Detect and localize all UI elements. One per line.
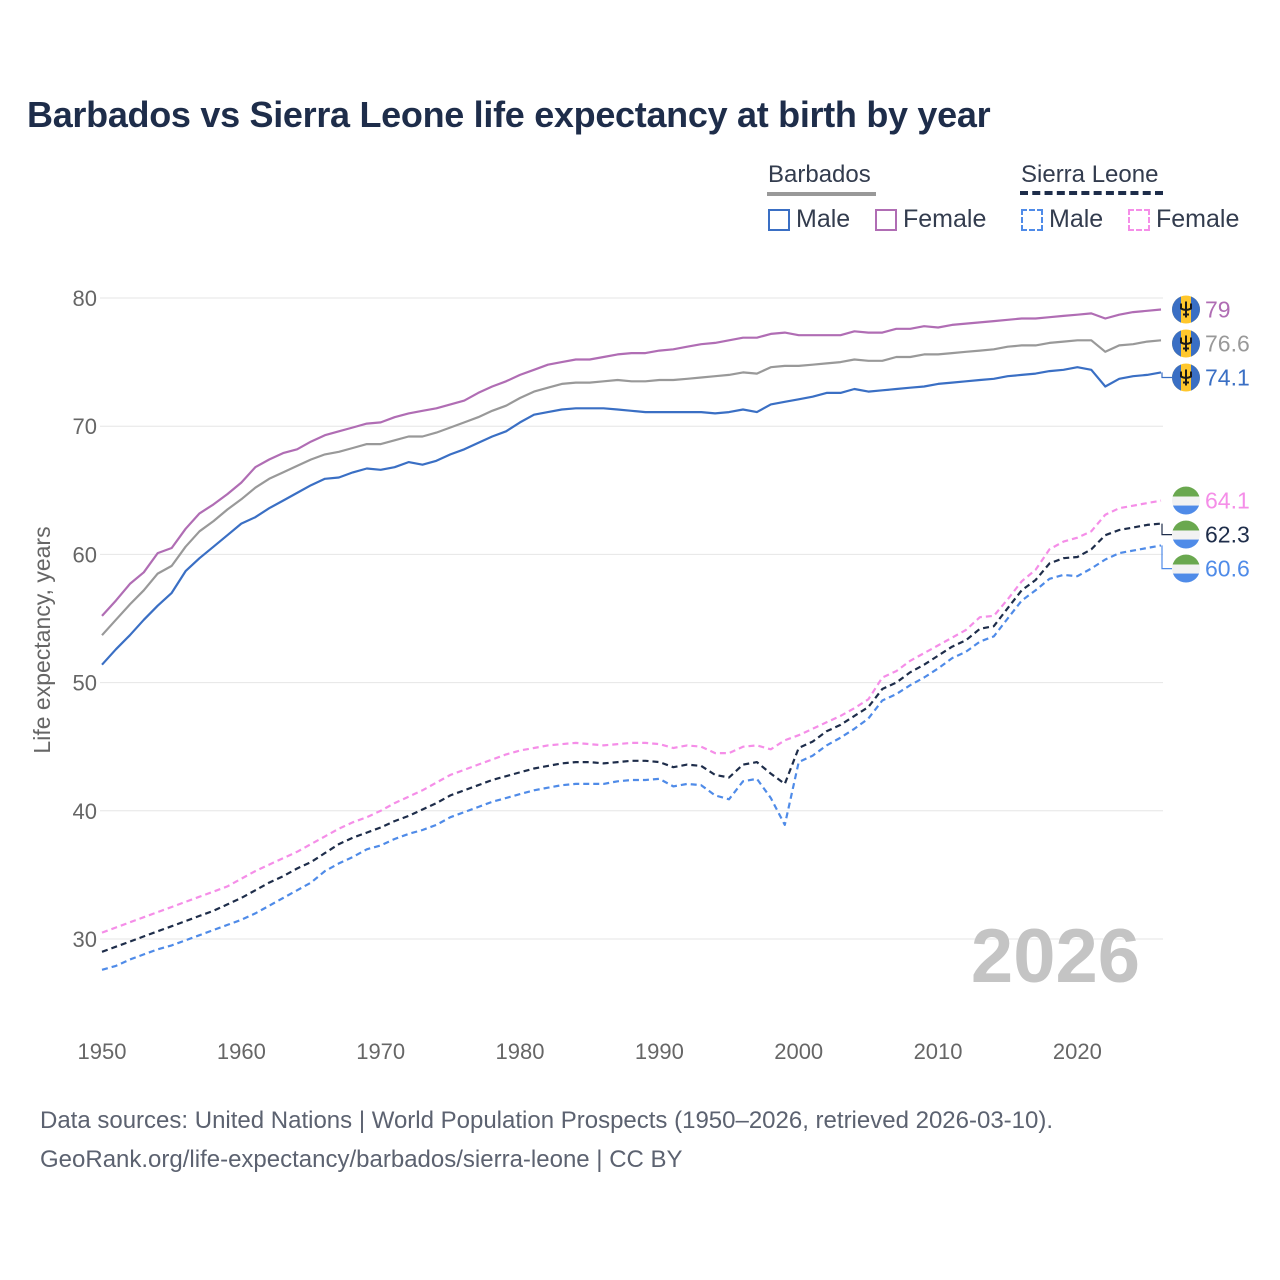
legend-label-sierra-leone-male: Male xyxy=(1049,205,1104,233)
legend-swatch-barbados-male xyxy=(768,208,790,231)
x-tick-label-1980: 1980 xyxy=(496,1039,545,1064)
x-tick-label-1970: 1970 xyxy=(356,1039,405,1064)
end-value-label-brb_male: 74.1 xyxy=(1205,365,1250,391)
x-tick-label-1960: 1960 xyxy=(217,1039,266,1064)
end-value-label-sle_total: 62.3 xyxy=(1205,522,1250,548)
legend-group-sierra-leone-label: Sierra Leone xyxy=(1021,161,1159,188)
y-tick-label-70: 70 xyxy=(73,414,97,439)
y-tick-labels: 30 40 50 60 70 80 xyxy=(73,286,97,952)
series-line-brb_female xyxy=(101,308,1162,617)
x-tick-label-1950: 1950 xyxy=(78,1039,127,1064)
legend-swatch-barbados-female xyxy=(875,208,897,231)
year-watermark: 2026 xyxy=(971,914,1140,999)
y-tick-label-50: 50 xyxy=(73,671,97,696)
marker-leader-sle_male xyxy=(1161,545,1172,570)
series-line-brb_total xyxy=(101,339,1162,636)
y-tick-label-80: 80 xyxy=(73,286,97,311)
x-tick-label-2020: 2020 xyxy=(1053,1039,1102,1064)
legend-group-barbados-rule xyxy=(767,192,876,196)
source-line-2: GeoRank.org/life-expectancy/barbados/sie… xyxy=(40,1146,683,1173)
legend-label-barbados-female: Female xyxy=(903,205,987,233)
legend-label-barbados-male: Male xyxy=(796,205,851,233)
chart-title: Barbados vs Sierra Leone life expectancy… xyxy=(27,94,991,135)
y-tick-label-60: 60 xyxy=(73,542,97,567)
flag-icon-barbados-brb_female xyxy=(1172,295,1200,324)
y-tick-label-30: 30 xyxy=(73,927,97,952)
legend-group-sierra-leone-rule xyxy=(1020,191,1163,195)
x-tick-label-1990: 1990 xyxy=(635,1039,684,1064)
end-value-label-sle_female: 64.1 xyxy=(1205,488,1250,514)
series-line-sle_male xyxy=(101,544,1162,971)
legend-item-barbados-female[interactable]: Female xyxy=(875,205,986,234)
marker-leader-sle_total xyxy=(1161,523,1172,536)
end-value-label-brb_female: 79 xyxy=(1205,297,1231,323)
end-value-label-sle_male: 60.6 xyxy=(1205,556,1250,582)
series-line-sle_total xyxy=(101,522,1162,953)
x-tick-labels: 1950 1960 1970 1980 1990 2000 2010 2020 xyxy=(78,1039,1102,1064)
legend-label-sierra-leone-female: Female xyxy=(1156,205,1240,233)
legend-item-sierra-leone-male[interactable]: Male xyxy=(1021,205,1103,234)
source-line-1: Data sources: United Nations | World Pop… xyxy=(40,1107,1054,1134)
end-markers: 79 76.6 74.1 64.1 62.3 60.6 xyxy=(1161,295,1250,583)
end-value-label-brb_total: 76.6 xyxy=(1205,331,1250,357)
legend-item-barbados-male[interactable]: Male xyxy=(768,205,850,234)
legend-swatch-sierra-leone-male xyxy=(1021,208,1043,231)
y-tick-label-40: 40 xyxy=(73,799,97,824)
series-line-sle_female xyxy=(101,499,1162,934)
legend-item-sierra-leone-female[interactable]: Female xyxy=(1128,205,1239,234)
legend-group-barbados-label: Barbados xyxy=(768,161,871,188)
flag-icon-sierra-leone-sle_total xyxy=(1172,520,1200,549)
series-lines xyxy=(101,308,1162,971)
flag-icon-barbados-brb_male xyxy=(1172,363,1200,392)
x-tick-label-2000: 2000 xyxy=(774,1039,823,1064)
flag-icon-sierra-leone-sle_female xyxy=(1172,486,1200,515)
grid-lines xyxy=(100,297,1163,940)
flag-icon-sierra-leone-sle_male xyxy=(1172,554,1200,583)
legend-swatch-sierra-leone-female xyxy=(1128,208,1150,231)
x-tick-label-2010: 2010 xyxy=(914,1039,963,1064)
flag-icon-barbados-brb_total xyxy=(1172,329,1200,358)
y-axis-label: Life expectancy, years xyxy=(29,526,55,753)
series-line-brb_male xyxy=(101,366,1162,666)
marker-leader-brb_male xyxy=(1161,372,1172,379)
